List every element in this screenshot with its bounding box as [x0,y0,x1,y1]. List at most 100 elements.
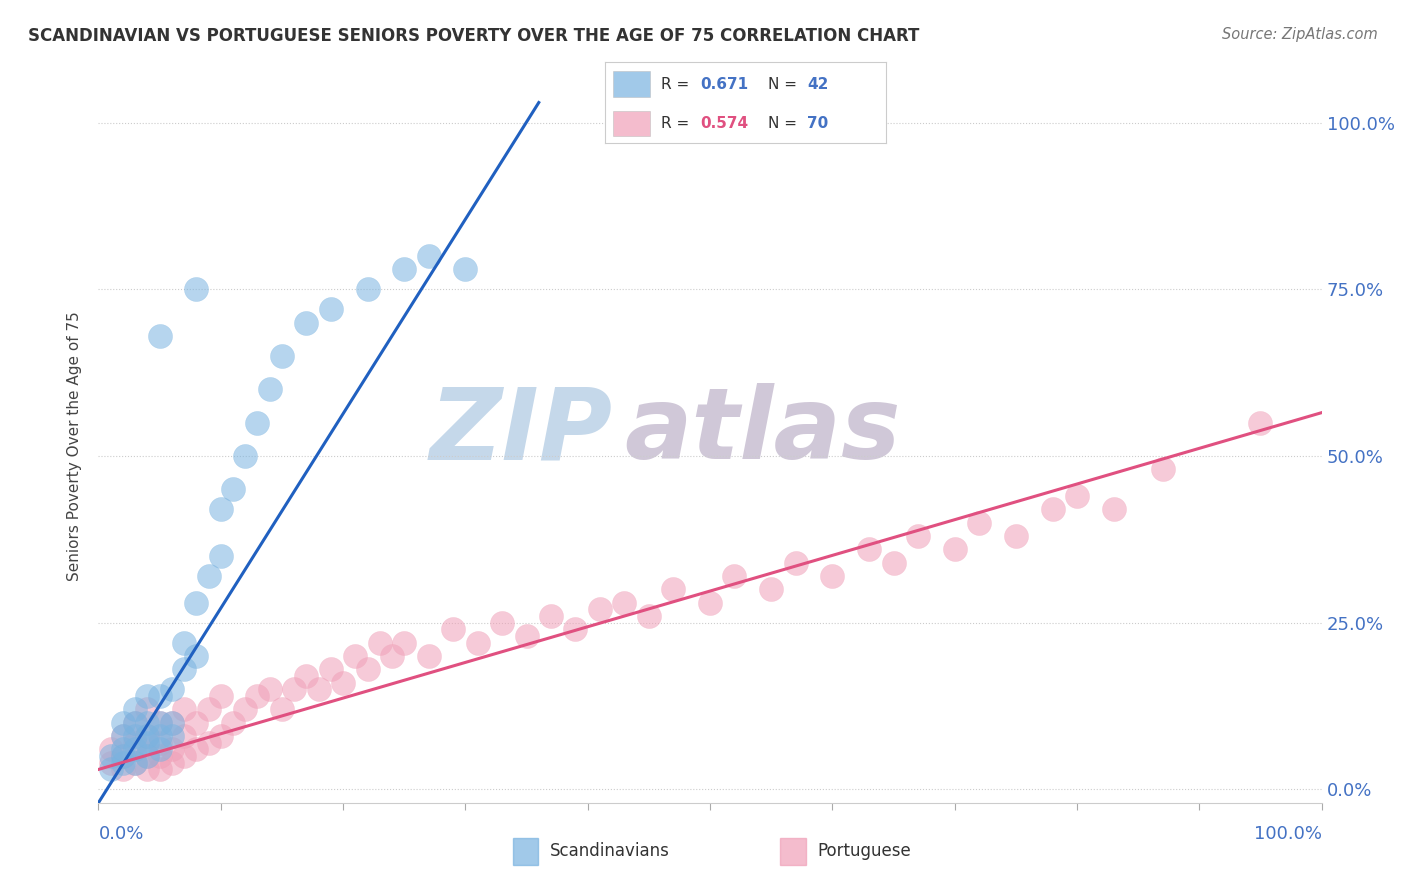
Point [173,702,195,716]
Point [209,502,232,516]
Point [111,715,134,730]
Point [124,742,146,756]
Text: Scandinavians: Scandinavians [550,842,669,860]
Point [209,689,232,703]
Point [124,756,146,770]
Y-axis label: Seniors Poverty Over the Age of 75: Seniors Poverty Over the Age of 75 [67,311,83,581]
Point [111,749,134,764]
Point [699,596,721,610]
Point [209,549,232,563]
Point [418,649,440,664]
Point [233,449,256,463]
Text: 100.0%: 100.0% [1254,825,1322,843]
Point [418,249,440,263]
Point [160,729,183,743]
Point [638,609,661,624]
Point [136,715,159,730]
Point [136,736,159,750]
Text: ZIP: ZIP [429,384,612,480]
Text: 0.671: 0.671 [700,77,748,92]
Point [149,715,172,730]
Point [149,715,172,730]
Point [259,382,281,396]
Point [589,602,612,616]
Point [149,742,172,756]
Point [186,742,208,756]
Text: R =: R = [661,116,695,131]
Point [100,749,122,764]
Point [173,749,195,764]
Point [136,729,159,743]
Point [173,662,195,676]
Point [319,662,342,676]
Point [197,736,219,750]
Text: 0.574: 0.574 [700,116,748,131]
Point [136,729,159,743]
Bar [613,111,650,136]
Point [149,689,172,703]
Point [270,702,294,716]
Point [149,749,172,764]
Point [222,715,245,730]
Point [356,282,378,296]
Point [124,715,146,730]
Point [246,689,269,703]
Point [136,689,159,703]
Point [111,749,134,764]
Text: N =: N = [768,116,801,131]
Point [1102,502,1125,516]
Point [173,729,195,743]
Point [540,609,562,624]
Point [160,742,183,756]
Point [1042,502,1064,516]
Point [392,636,416,650]
Point [136,763,159,777]
Point [356,662,378,676]
Point [858,542,880,557]
Point [186,715,208,730]
Point [124,756,146,770]
Text: R =: R = [661,77,695,92]
Point [124,715,146,730]
Point [308,682,330,697]
Point [136,749,159,764]
Point [883,556,905,570]
Point [613,596,636,610]
Point [149,763,172,777]
Point [246,416,269,430]
Point [100,742,122,756]
Point [907,529,929,543]
Text: SCANDINAVIAN VS PORTUGUESE SENIORS POVERTY OVER THE AGE OF 75 CORRELATION CHART: SCANDINAVIAN VS PORTUGUESE SENIORS POVER… [28,27,920,45]
Point [100,756,122,770]
Point [209,729,232,743]
Point [124,702,146,716]
Point [785,556,807,570]
Point [1004,529,1026,543]
Point [454,262,477,277]
Point [723,569,745,583]
Point [392,262,416,277]
Point [1066,489,1088,503]
Point [149,329,172,343]
Point [967,516,990,530]
Point [259,682,281,697]
Point [124,729,146,743]
Point [124,736,146,750]
Point [111,729,134,743]
Point [1249,416,1271,430]
Text: 0.0%: 0.0% [98,825,143,843]
Point [491,615,513,630]
Point [295,669,318,683]
Text: 70: 70 [807,116,828,131]
Point [173,636,195,650]
Bar [613,71,650,97]
Point [160,682,183,697]
Point [186,596,208,610]
Point [136,702,159,716]
Point [111,756,134,770]
Point [662,582,685,597]
Point [943,542,966,557]
Point [295,316,318,330]
Point [441,623,464,637]
Point [344,649,367,664]
